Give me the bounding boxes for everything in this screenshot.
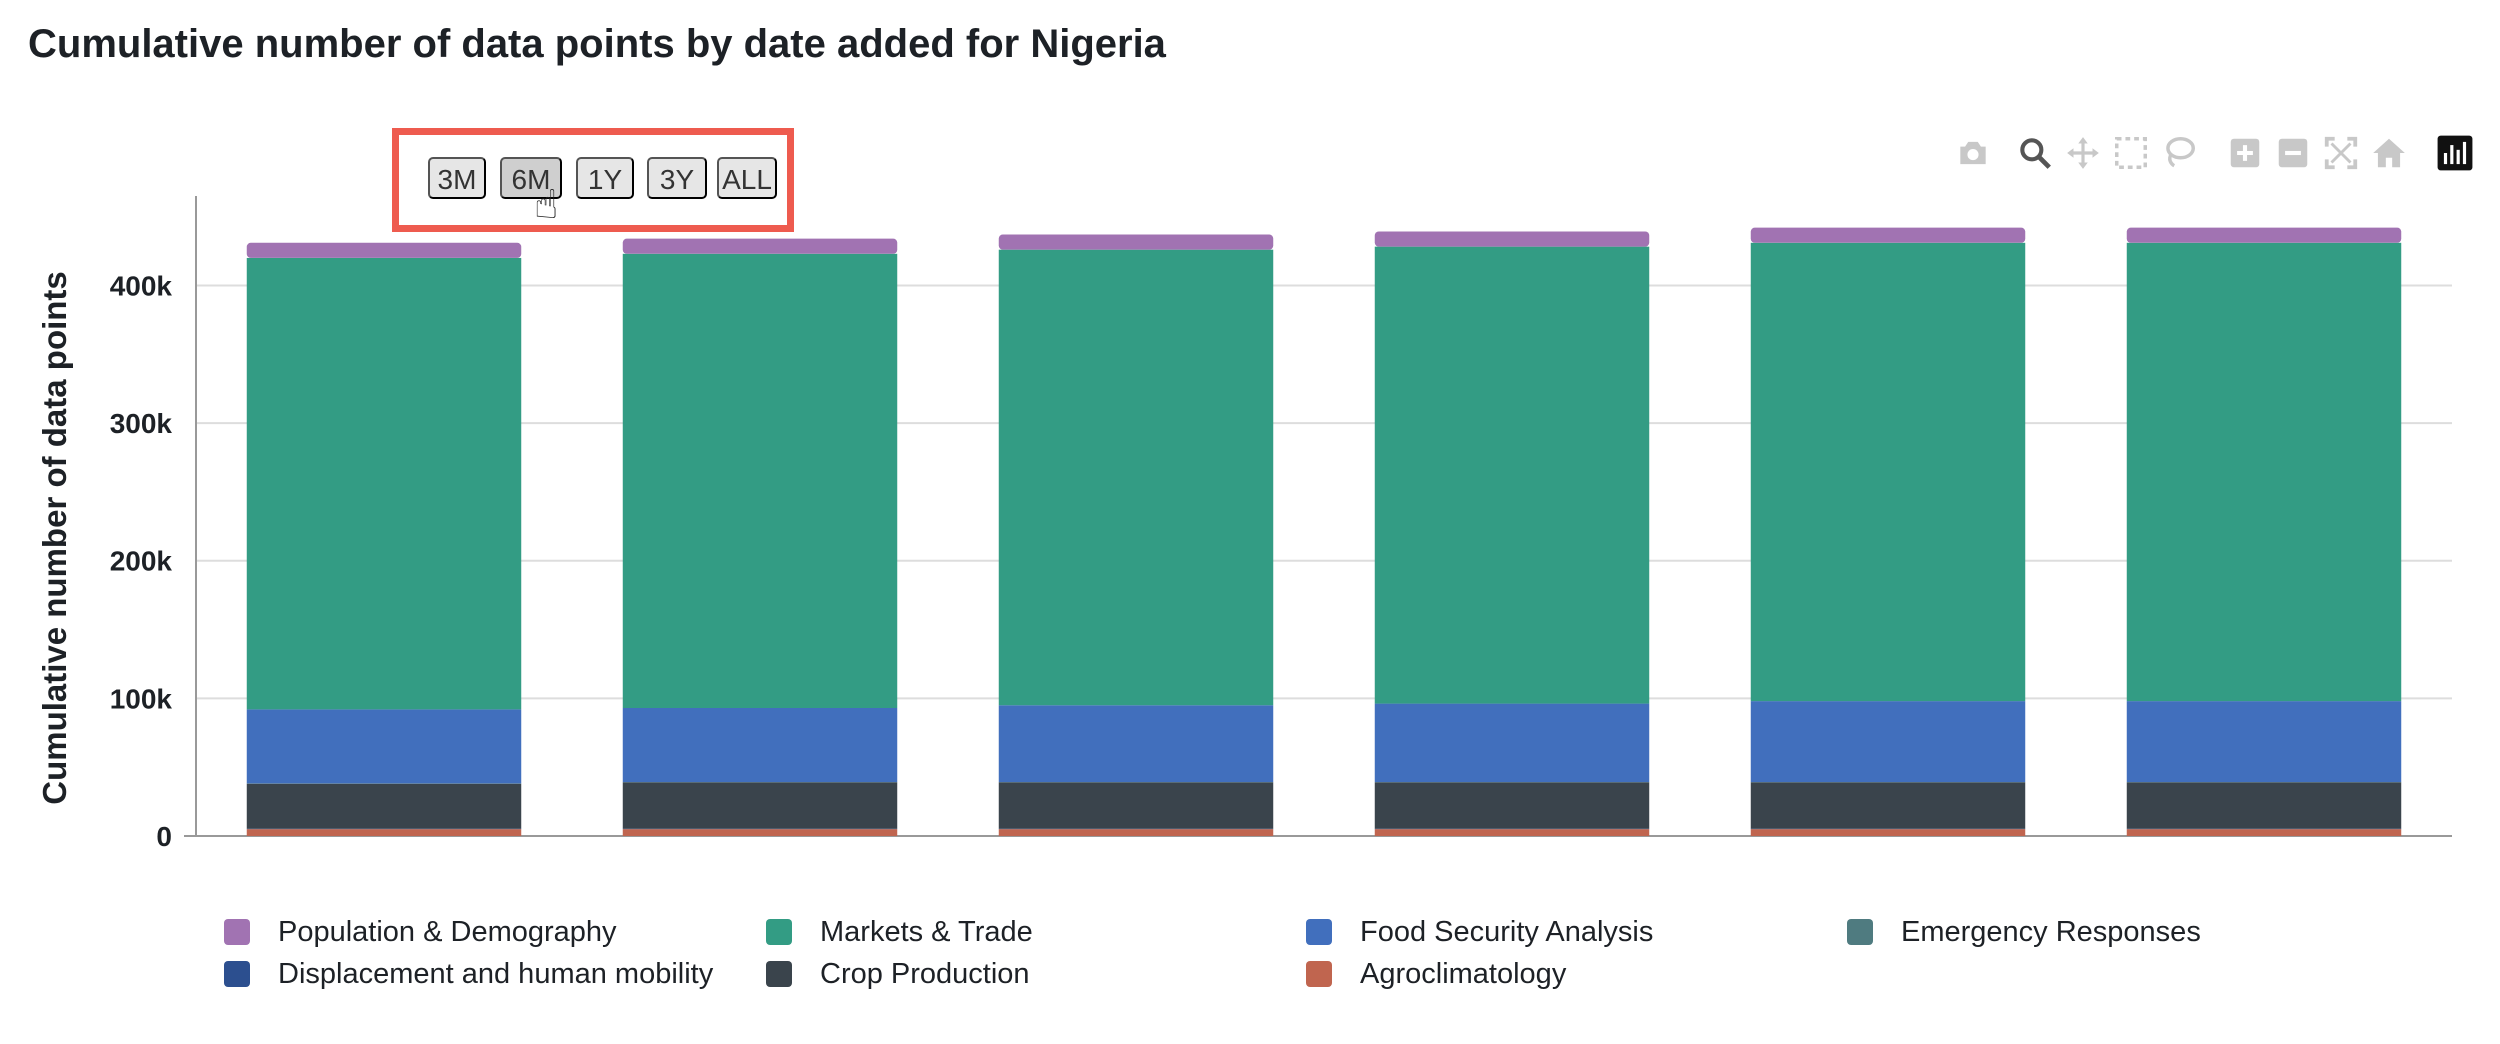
bar-segment-markets-trade [998, 249, 1274, 706]
legend-swatch [766, 961, 792, 987]
bar-segment-crop-production [622, 782, 898, 829]
range-button-6m[interactable]: 6M [500, 157, 562, 199]
bar-segment-crop-production [2126, 782, 2402, 829]
bar-segment-food-security-analysis [1750, 701, 2026, 783]
y-tick-label: 100k [110, 683, 173, 714]
y-axis-title: Cumulative number of data points [36, 271, 73, 805]
bar-segment-population-demography [2126, 227, 2402, 243]
range-button-1y[interactable]: 1Y [576, 157, 634, 199]
bar-segment-population-demography [1750, 227, 2026, 243]
legend-item-displacement[interactable]: Displacement and human mobility [224, 954, 713, 994]
zoom-out-icon[interactable] [2274, 134, 2312, 172]
chart-title: Cumulative number of data points by date… [28, 22, 1166, 66]
range-button-all[interactable]: ALL [717, 157, 777, 199]
legend-item-crop-production[interactable]: Crop Production [766, 954, 1030, 994]
legend-item-food-security[interactable]: Food Security Analysis [1306, 912, 1653, 952]
legend-swatch [1847, 919, 1873, 945]
bar-segment-food-security-analysis [622, 708, 898, 783]
legend-item-population[interactable]: Population & Demography [224, 912, 617, 952]
autoscale-icon[interactable] [2322, 134, 2360, 172]
bar-segment-markets-trade [1374, 246, 1650, 704]
zoom-in-icon[interactable] [2226, 134, 2264, 172]
legend-label: Agroclimatology [1360, 957, 1567, 990]
legend-label: Emergency Responses [1901, 915, 2201, 948]
bar-segment-markets-trade [246, 257, 522, 710]
legend-label: Food Security Analysis [1360, 915, 1654, 948]
zoom-icon[interactable] [2016, 134, 2054, 172]
bar-segment-agroclimatology [622, 829, 898, 836]
legend-label: Crop Production [820, 957, 1030, 990]
bar-segment-crop-production [998, 782, 1274, 829]
range-button-3y[interactable]: 3Y [647, 157, 707, 199]
range-selector-highlight: 3M 6M 1Y 3Y ALL [392, 128, 794, 232]
lasso-icon[interactable] [2160, 134, 2198, 172]
legend-swatch [1306, 961, 1332, 987]
bar-segment-agroclimatology [246, 829, 522, 836]
bar-segment-markets-trade [1750, 242, 2026, 702]
hand-cursor-icon: ☝ [534, 183, 559, 227]
pan-icon[interactable] [2064, 134, 2102, 172]
y-tick-label: 300k [110, 408, 173, 439]
bar-segment-crop-production [246, 783, 522, 829]
y-tick-label: 0 [156, 821, 172, 852]
range-button-3m[interactable]: 3M [428, 157, 486, 199]
legend-item-agroclimatology[interactable]: Agroclimatology [1306, 954, 1566, 994]
box-select-icon[interactable] [2112, 134, 2150, 172]
bar-segment-population-demography [998, 234, 1274, 250]
bar-segment-population-demography [1374, 231, 1650, 247]
y-tick-label: 200k [110, 546, 173, 577]
bar-segment-population-demography [246, 242, 522, 258]
bar-segment-agroclimatology [998, 829, 1274, 836]
bar-segment-agroclimatology [1374, 829, 1650, 836]
legend-swatch [766, 919, 792, 945]
bar-segment-food-security-analysis [246, 709, 522, 784]
legend-item-emergency[interactable]: Emergency Responses [1847, 912, 2201, 952]
reset-axes-icon[interactable] [2370, 134, 2408, 172]
camera-icon[interactable] [1954, 134, 1992, 172]
bar-segment-food-security-analysis [998, 705, 1274, 783]
y-tick-label: 400k [110, 270, 173, 301]
bar-segment-markets-trade [622, 253, 898, 708]
plotly-logo-icon[interactable] [2436, 134, 2474, 172]
bar-segment-markets-trade [2126, 242, 2402, 702]
legend-swatch [224, 919, 250, 945]
bar-segment-agroclimatology [2126, 829, 2402, 836]
bar-segment-population-demography [622, 238, 898, 254]
bar-segment-crop-production [1374, 782, 1650, 829]
legend-item-markets[interactable]: Markets & Trade [766, 912, 1033, 952]
legend-swatch [1306, 919, 1332, 945]
legend-label: Population & Demography [278, 915, 617, 948]
bar-segment-crop-production [1750, 782, 2026, 829]
legend-label: Displacement and human mobility [278, 957, 714, 990]
legend-swatch [224, 961, 250, 987]
bar-segment-food-security-analysis [1374, 703, 1650, 783]
legend-label: Markets & Trade [820, 915, 1033, 948]
bar-segment-agroclimatology [1750, 829, 2026, 836]
bar-segment-food-security-analysis [2126, 701, 2402, 783]
